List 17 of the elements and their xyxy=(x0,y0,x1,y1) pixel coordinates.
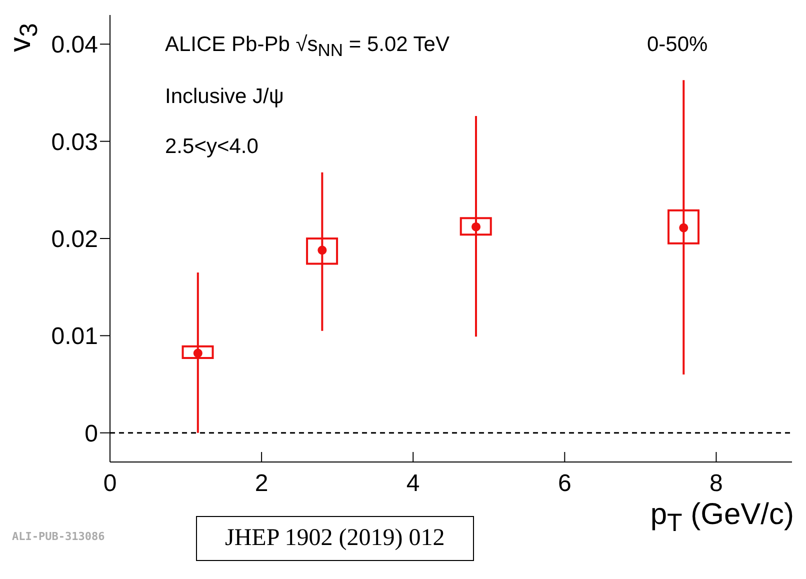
y-tick-label: 0.03 xyxy=(51,128,98,156)
y-tick-label: 0 xyxy=(84,420,98,448)
y-tick-label: 0.04 xyxy=(51,32,98,59)
annotation: ALICE Pb-Pb √s$_{NN}$ = 5.02 TeV xyxy=(165,33,450,62)
x-axis-title: p$_{T}$ (GeV/c) xyxy=(650,498,794,538)
text: ALI-PUB-313086 xyxy=(12,530,105,543)
x-tick-label: 2 xyxy=(254,470,268,498)
annotation: Inclusive J/ψ xyxy=(165,85,284,109)
x-tick-label: 4 xyxy=(406,470,420,498)
y-tick-label: 0.02 xyxy=(51,226,98,254)
annotation: 2.5<y<4.0 xyxy=(165,135,258,159)
x-tick-label: 0 xyxy=(103,470,117,498)
text: JHEP 1902 (2019) 012 xyxy=(196,516,474,561)
y-tick-label: 0.01 xyxy=(51,323,98,350)
annotation: 0-50% xyxy=(647,33,708,57)
x-tick-label: 8 xyxy=(710,470,723,498)
x-tick-label: 6 xyxy=(558,470,572,498)
